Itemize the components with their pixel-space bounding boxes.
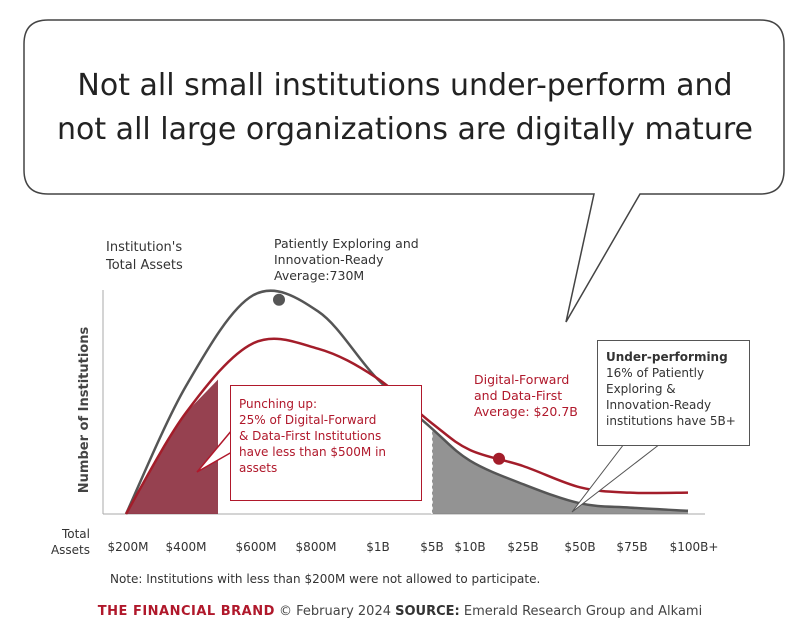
x-axis-title-text: Total Assets	[50, 527, 90, 557]
assets-label: Institution's Total Assets	[106, 239, 183, 275]
punching-up-callout: Punching up: 25% of Digital-Forward & Da…	[230, 385, 422, 501]
footer: THE FINANCIAL BRAND © February 2024 SOUR…	[0, 604, 800, 619]
marker-digital-average	[493, 452, 505, 465]
punching-line-2: 25% of Digital-Forward	[239, 413, 377, 427]
digital-label-line-1: Digital-Forward	[474, 372, 570, 387]
footer-date: © February 2024	[279, 604, 391, 619]
speech-bubble	[23, 19, 785, 323]
punching-line-1: Punching up:	[239, 397, 318, 411]
under-performing-callout: Under-performing 16% of Patiently Explor…	[597, 340, 750, 446]
marker-patiently-average	[273, 293, 285, 306]
underperf-line-1: Under-performing	[606, 350, 728, 364]
x-tick-label: $400M	[165, 540, 207, 554]
digital-label: Digital-Forward and Data-First Average: …	[474, 372, 578, 420]
patient-label-line-3: Average:730M	[274, 268, 365, 283]
assets-label-line-2: Total Assets	[106, 258, 183, 273]
x-tick-label: $75B	[616, 540, 648, 554]
shaded-area-red	[126, 379, 218, 514]
underperf-line-4: Innovation-Ready	[606, 398, 712, 412]
brand-name: THE FINANCIAL BRAND	[97, 604, 275, 619]
x-tick-label: $25B	[507, 540, 539, 554]
patient-label-line-1: Patiently Exploring and	[274, 236, 419, 251]
x-tick-label: $100B+	[669, 540, 719, 554]
digital-label-line-3: Average: $20.7B	[474, 404, 578, 419]
x-tick-label: $600M	[235, 540, 277, 554]
note: Note: Institutions with less than $200M …	[110, 572, 541, 586]
shaded-area-gray	[432, 428, 688, 514]
x-tick-label: $200M	[107, 540, 149, 554]
underperf-line-5: institutions have 5B+	[606, 414, 736, 428]
x-tick-label: $10B	[454, 540, 486, 554]
underperf-line-2: 16% of Patiently	[606, 366, 705, 380]
x-axis-title: Total Assets	[48, 526, 90, 558]
y-axis-label: Number of Institutions	[77, 327, 92, 494]
x-tick-label: $800M	[295, 540, 337, 554]
x-tick-label: $1B	[366, 540, 390, 554]
headline-line-1: Not all small institutions under-perform…	[77, 68, 733, 103]
patient-label-line-2: Innovation-Ready	[274, 252, 384, 267]
punching-line-3: & Data-First Institutions	[239, 429, 382, 443]
underperf-pointer	[571, 443, 662, 513]
underperf-line-3: Exploring &	[606, 382, 676, 396]
source-text: Emerald Research Group and Alkami	[463, 604, 703, 619]
headline: Not all small institutions under-perform…	[30, 64, 780, 152]
x-tick-label: $50B	[564, 540, 596, 554]
x-tick-label: $5B	[420, 540, 444, 554]
assets-label-line-1: Institution's	[106, 240, 183, 255]
punching-line-4: have less than $500M in	[239, 445, 387, 459]
headline-line-2: not all large organizations are digitall…	[57, 112, 753, 147]
digital-label-line-2: and Data-First	[474, 388, 563, 403]
punching-line-5: assets	[239, 461, 278, 475]
source-label: SOURCE:	[395, 604, 460, 619]
patient-label: Patiently Exploring and Innovation-Ready…	[274, 236, 419, 284]
